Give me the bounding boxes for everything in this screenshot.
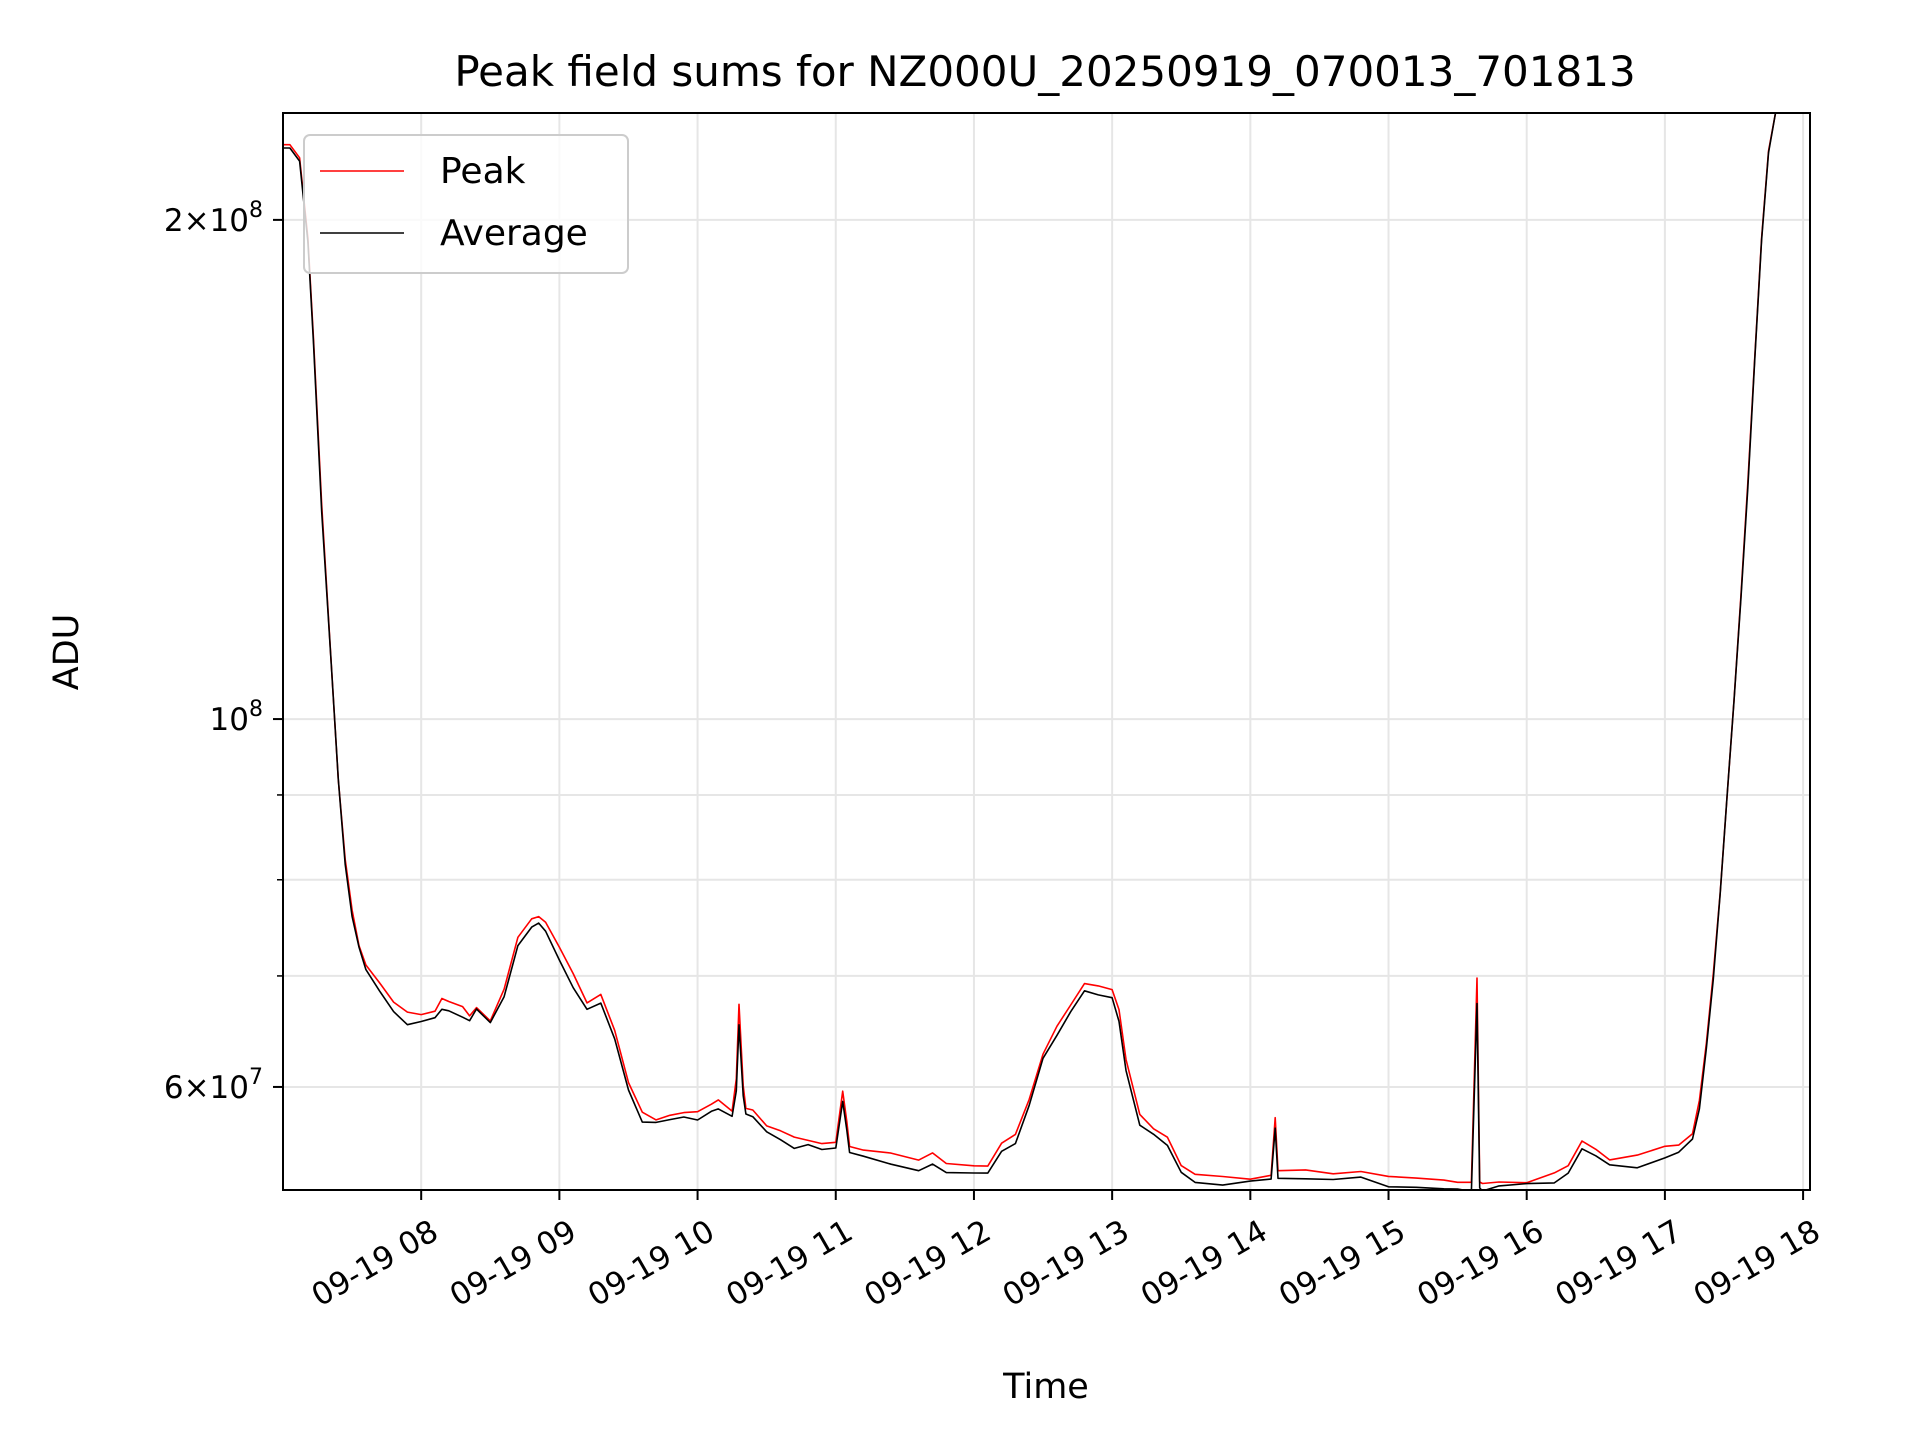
y-axis-label: ADU bbox=[47, 614, 87, 691]
plot-frame bbox=[282, 112, 1811, 1191]
y-tick-label: 6×107 bbox=[164, 1065, 263, 1106]
x-axis-label: Time bbox=[1002, 1367, 1089, 1407]
data-lines bbox=[283, 113, 1797, 1190]
y-tick-label: 2×108 bbox=[164, 198, 263, 239]
series-line-average bbox=[283, 113, 1797, 1190]
legend: Peak Average bbox=[303, 134, 629, 274]
legend-box bbox=[303, 134, 629, 274]
legend-label-average: Average bbox=[440, 213, 588, 254]
legend-label-peak: Peak bbox=[440, 151, 526, 192]
grid bbox=[283, 113, 1810, 1190]
chart-title: Peak field sums for NZ000U_20250919_0700… bbox=[454, 47, 1635, 96]
series-line-peak bbox=[283, 113, 1797, 1185]
